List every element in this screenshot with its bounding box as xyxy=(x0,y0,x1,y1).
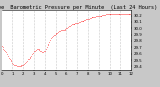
Title: Milwaukee  Barometric Pressure per Minute  (Last 24 Hours): Milwaukee Barometric Pressure per Minute… xyxy=(0,5,157,10)
